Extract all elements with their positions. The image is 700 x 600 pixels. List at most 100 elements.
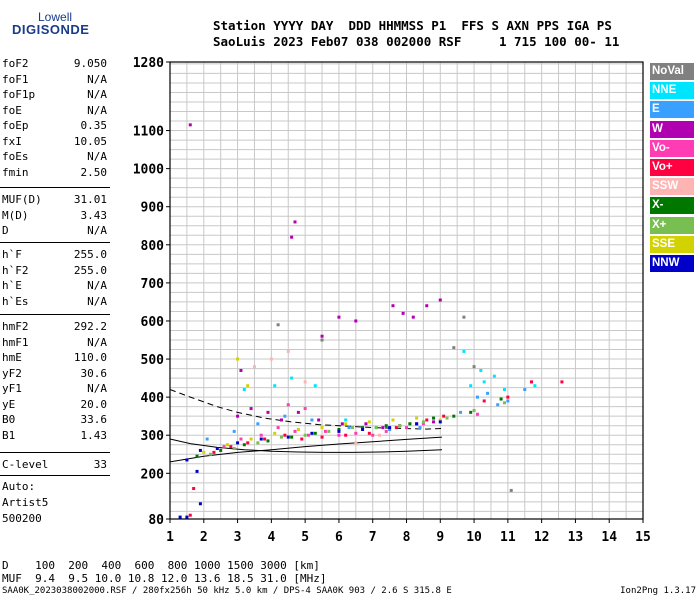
param-name: foF1p	[2, 88, 36, 101]
echo-point	[266, 439, 270, 443]
echo-point	[344, 433, 348, 437]
echo-point	[229, 445, 233, 449]
echo-point	[256, 422, 260, 426]
legend-item-nnw: NNW	[650, 255, 694, 272]
legend-item-e: E	[650, 101, 694, 119]
param-b0: B0 33.6	[2, 413, 107, 428]
echo-point	[320, 435, 324, 439]
echo-point	[482, 399, 486, 403]
param-value: 20.0	[80, 397, 108, 411]
param-hmf1: hmF1 N/A	[2, 336, 107, 351]
param-value: 255.0	[73, 248, 107, 261]
echo-point	[276, 426, 280, 430]
profile-line-dashed	[169, 389, 443, 430]
echo-point	[185, 515, 189, 519]
separator-line	[0, 314, 110, 315]
legend-item-vo: Vo+	[650, 159, 694, 176]
x-tick-label: 11	[500, 530, 516, 545]
echo-point	[178, 515, 182, 519]
echo-point	[259, 433, 263, 437]
x-tick-label: 13	[568, 530, 584, 545]
legend-item-noval: NoVal	[650, 63, 694, 80]
echo-point	[337, 429, 341, 433]
y-tick-label: 1280	[133, 56, 164, 71]
echo-point	[384, 424, 388, 428]
echo-point	[475, 395, 479, 399]
param-name: foEp	[2, 119, 29, 132]
echo-point	[219, 448, 223, 452]
echo-point	[469, 384, 473, 388]
param-hf2: h`F2 255.0	[2, 264, 107, 279]
echo-point	[317, 418, 321, 422]
legend-item-sse: SSE	[650, 235, 694, 253]
echo-point	[286, 403, 290, 407]
echo-point	[533, 384, 537, 388]
echo-point	[215, 447, 219, 451]
echo-point	[246, 441, 250, 445]
echo-point	[438, 418, 442, 422]
echo-point	[462, 349, 466, 353]
param-value: N/A	[87, 88, 107, 101]
echo-point	[337, 315, 341, 319]
param-yf1: yF1 N/A	[2, 382, 107, 397]
legend-item-x: X+	[650, 216, 694, 234]
echo-point	[381, 426, 385, 430]
x-tick-label: 10	[466, 530, 482, 545]
param-value: 110.0	[73, 351, 107, 364]
x-tick-label: 3	[234, 530, 242, 545]
y-tick-label: 500	[141, 353, 165, 368]
echo-point	[252, 365, 256, 369]
y-tick-label: 800	[141, 239, 165, 254]
echo-point	[391, 418, 395, 422]
param-value: 1.43	[80, 428, 108, 442]
param-value: 0.35	[80, 119, 108, 132]
echo-point	[459, 410, 463, 414]
echo-point	[415, 416, 419, 420]
echo-point	[236, 441, 240, 445]
echo-point	[442, 414, 446, 418]
echo-point	[354, 319, 358, 323]
echo-point	[256, 441, 260, 445]
echo-point	[506, 395, 510, 399]
separator-line	[0, 242, 110, 243]
echo-point	[432, 420, 436, 424]
param-fof1: foF1 N/A	[2, 73, 107, 88]
echo-point	[475, 412, 479, 416]
y-tick-label: 300	[141, 429, 165, 444]
param-value: 2.50	[80, 165, 108, 179]
echo-point	[188, 513, 192, 517]
separator-line	[0, 452, 110, 453]
echo-point	[394, 426, 398, 430]
separator-line	[0, 475, 110, 476]
param-value: 10.05	[73, 134, 107, 148]
echo-point	[438, 298, 442, 302]
echo-point	[303, 407, 307, 411]
x-tick-label: 1	[166, 530, 174, 545]
param-value: 3.43	[80, 208, 108, 222]
param-fof2: foF2 9.050	[2, 57, 107, 72]
echo-point	[374, 426, 378, 430]
param-foep: foEp 0.35	[2, 119, 107, 134]
param-value: 33	[93, 458, 107, 471]
param-foe: foE N/A	[2, 104, 107, 119]
echo-point	[185, 458, 189, 462]
echo-point	[279, 435, 283, 439]
echo-point	[340, 422, 344, 426]
echo-point	[438, 420, 442, 424]
param-name: foF1	[2, 72, 29, 86]
echo-point	[469, 410, 473, 414]
footer-file-info: SAA0K_2023038002000.RSF / 280fx256h 50 k…	[2, 586, 452, 596]
echo-point	[303, 380, 307, 384]
echo-point	[242, 388, 246, 392]
echo-point	[323, 429, 327, 433]
x-tick-label: 5	[301, 530, 309, 545]
echo-point	[232, 429, 236, 433]
echo-point	[350, 426, 354, 430]
echo-point	[367, 420, 371, 424]
profile-line-solid	[169, 436, 443, 463]
legend-item-w: W	[650, 120, 694, 138]
echo-point	[286, 349, 290, 353]
echo-point	[296, 428, 300, 432]
echo-point	[523, 388, 527, 392]
echo-point	[391, 304, 395, 308]
